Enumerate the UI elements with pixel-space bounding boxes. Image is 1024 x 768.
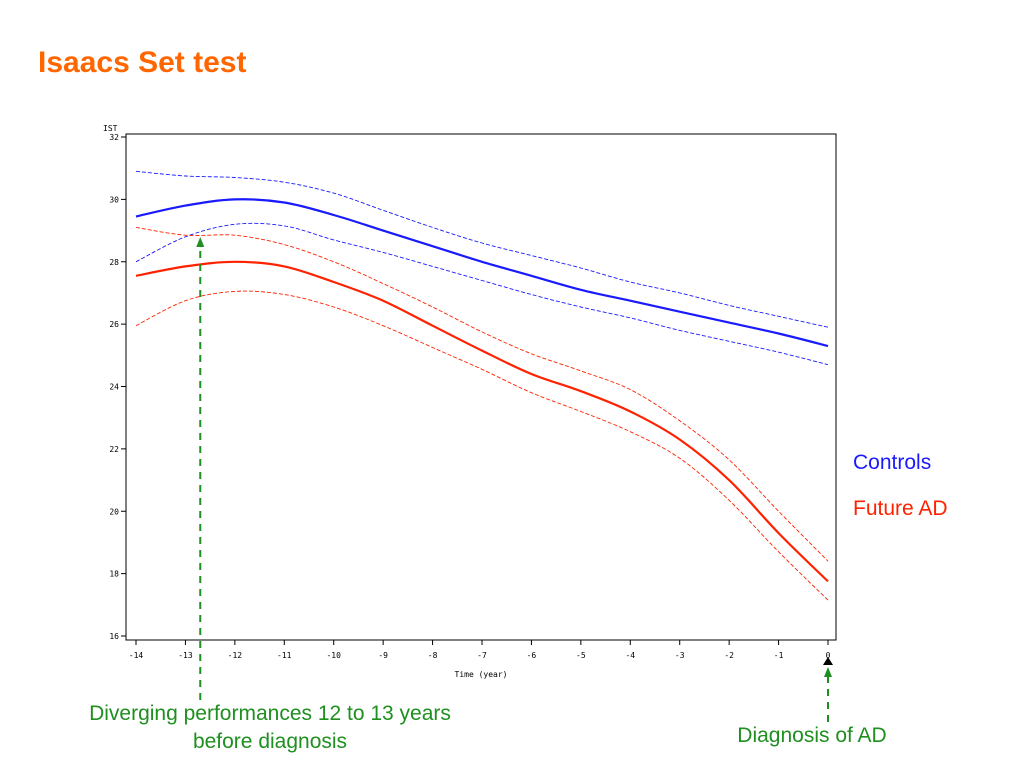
- y-tick-label: 16: [109, 632, 119, 641]
- x-tick-label: -9: [378, 651, 388, 660]
- series-controls-lower-ci: [135, 222, 829, 366]
- y-tick-label: 32: [109, 133, 119, 142]
- x-tick-label: -5: [576, 651, 586, 660]
- x-tick-label: -8: [428, 651, 438, 660]
- diagnosis-arrow-head: [824, 667, 832, 677]
- series-future-ad-upper-ci: [135, 226, 829, 562]
- plot-frame: [125, 133, 837, 641]
- diverging-annotation-line1: Diverging performances 12 to 13 years: [89, 702, 451, 725]
- x-tick-label: -6: [527, 651, 537, 660]
- legend-controls: Controls: [853, 451, 932, 474]
- x-tick-label: -12: [228, 651, 243, 660]
- diagnosis-annotation: Diagnosis of AD: [737, 724, 887, 747]
- x-tick-label: -11: [277, 651, 292, 660]
- diverging-annotation: Diverging performances 12 to 13 years be…: [40, 700, 500, 756]
- x-tick-label: -7: [477, 651, 487, 660]
- x-tick-label: -3: [675, 651, 685, 660]
- y-tick-label: 30: [109, 195, 119, 204]
- y-tick-label: 28: [109, 258, 119, 267]
- diverging-annotation-line2: before diagnosis: [192, 730, 348, 753]
- page-title: Isaacs Set test: [38, 46, 247, 79]
- x-tick-label: -4: [625, 651, 635, 660]
- y-tick-label: 20: [109, 507, 119, 516]
- series-future-ad-lower-ci: [135, 290, 829, 601]
- x-tick-label: -1: [774, 651, 784, 660]
- series-controls-upper-ci: [135, 170, 829, 328]
- x-tick-label: -13: [178, 651, 193, 660]
- x-tick-label: 0: [826, 651, 831, 660]
- series-future-ad: [135, 260, 829, 583]
- y-tick-label: 22: [109, 445, 119, 454]
- chart-series: [135, 170, 829, 601]
- chart-annotation-arrows: [196, 237, 833, 722]
- y-tick-label: 26: [109, 320, 119, 329]
- diagnosis-marker: [823, 657, 833, 665]
- diverging-arrow-head: [196, 237, 205, 247]
- y-axis-label: IST: [103, 124, 118, 133]
- x-tick-label: -10: [326, 651, 341, 660]
- legend-future-ad: Future AD: [853, 497, 948, 520]
- y-tick-label: 18: [109, 570, 119, 579]
- series-controls: [135, 198, 829, 348]
- x-tick-label: -2: [724, 651, 734, 660]
- x-axis-label: Time (year): [455, 670, 508, 679]
- y-tick-label: 24: [109, 383, 119, 392]
- x-tick-label: -14: [129, 651, 144, 660]
